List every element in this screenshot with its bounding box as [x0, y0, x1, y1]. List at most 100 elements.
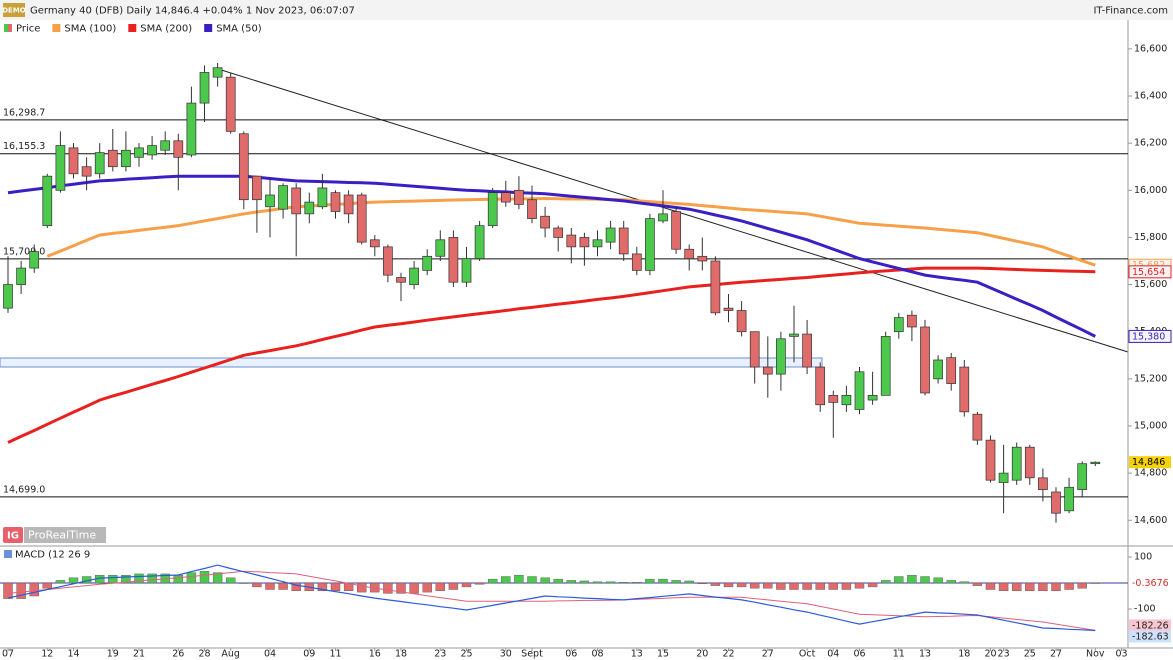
histogram-bar [619, 582, 629, 584]
x-tick-label: 11 [329, 649, 341, 660]
level-label-box [0, 106, 44, 118]
candle-body [500, 192, 511, 203]
histogram-bar [55, 580, 66, 584]
histogram-bar [317, 582, 328, 592]
histogram-bar [474, 582, 485, 585]
histogram-bar [946, 580, 956, 584]
candle-body [959, 366, 970, 413]
x-tick-label: 25 [1024, 649, 1036, 660]
histogram-bar [750, 582, 760, 589]
sma-line [7, 174, 1096, 338]
histogram-bar [68, 577, 79, 584]
x-tick-label: 27 [1050, 649, 1062, 660]
histogram-bar [998, 582, 1009, 592]
candle-body [107, 149, 118, 168]
value-tag-box [1129, 630, 1171, 643]
candle-body [710, 260, 721, 314]
candle-body [841, 394, 852, 406]
histogram-bar [867, 582, 878, 588]
sma-line [7, 266, 1096, 444]
candle-body [422, 255, 433, 271]
y-tick-label: 16,200 [1134, 138, 1167, 149]
candle-body [265, 194, 275, 208]
chart-title: Germany 40 (DFB) Daily 14,846.4 +0.04% 1… [30, 6, 355, 17]
legend-label: SMA (50) [216, 24, 262, 35]
candle-body [383, 246, 393, 276]
x-tick-label: 14 [67, 649, 79, 660]
candle-body [68, 147, 79, 175]
candle-body [736, 310, 747, 333]
value-tag: -182.26 [1132, 620, 1169, 631]
candle-body [278, 185, 288, 210]
candle-body [317, 187, 328, 208]
histogram-bar [265, 582, 275, 590]
value-tag: -182.63 [1132, 631, 1169, 642]
value-tag: 14,846 [1132, 457, 1165, 468]
x-tick-label: 22 [722, 649, 734, 660]
candle-body [121, 149, 131, 168]
candle-body [749, 331, 760, 368]
candle-body [776, 338, 786, 375]
candle-body [972, 413, 983, 441]
candle-body [605, 227, 616, 243]
y-tick-label: 16,400 [1134, 91, 1167, 102]
legend-label: SMA (200) [140, 24, 192, 35]
histogram-bar [3, 582, 13, 599]
value-tag: 15,380 [1132, 331, 1165, 342]
candle-body [1011, 446, 1022, 481]
histogram-bar [1012, 582, 1022, 592]
histogram-bar [671, 580, 681, 584]
candle-body [461, 258, 472, 283]
x-tick-label: 04 [264, 649, 276, 660]
candle-body [134, 147, 144, 158]
histogram-bar [592, 581, 603, 584]
histogram-bar [1038, 582, 1048, 592]
signal-line [7, 570, 1096, 631]
header-bar [0, 0, 1173, 20]
histogram-bar [291, 582, 301, 592]
y-tick-label: 15,800 [1134, 232, 1167, 243]
candle-body [252, 175, 262, 201]
x-tick-label: 13 [631, 649, 643, 660]
y-tick-label: -100 [1134, 604, 1156, 615]
histogram-bar [553, 578, 563, 584]
candle-body [1090, 461, 1101, 465]
candle-body [173, 140, 184, 158]
value-tag: -0.3676 [1132, 578, 1169, 589]
histogram-bar [789, 582, 799, 590]
legend-label: Price [16, 24, 40, 35]
candle-body [802, 333, 812, 368]
histogram-bar [409, 582, 419, 594]
histogram-bar [723, 582, 734, 588]
value-tag-box [1129, 619, 1171, 632]
candle-body [474, 225, 485, 259]
candle-body [684, 248, 695, 259]
histogram-bar [501, 576, 511, 584]
candle-body [225, 76, 236, 132]
histogram-bar [488, 578, 498, 584]
histogram-bar [42, 582, 52, 589]
histogram-bar [108, 575, 118, 584]
watermark-logo: IG [7, 531, 19, 542]
x-tick-label: 25 [460, 649, 472, 660]
candle-body [199, 72, 210, 104]
histogram-bar [920, 576, 930, 584]
x-tick-label: 04 [827, 649, 839, 660]
candle-body [291, 187, 302, 215]
histogram-bar [330, 582, 341, 592]
candle-body [645, 218, 655, 271]
candle-body [369, 239, 380, 248]
legend-swatch [128, 24, 137, 32]
x-tick-label: 09 [303, 649, 315, 660]
histogram-bar [566, 580, 576, 584]
x-tick-label: 08 [591, 649, 603, 660]
legend-swatch [4, 24, 8, 32]
candle-body [330, 192, 341, 212]
histogram-bar [985, 582, 996, 590]
histogram-bar [776, 582, 786, 590]
candle-body [448, 237, 459, 283]
candle-body [631, 253, 642, 271]
candle-body [514, 189, 524, 205]
histogram-bar [252, 582, 262, 588]
candle-body [1077, 463, 1088, 490]
